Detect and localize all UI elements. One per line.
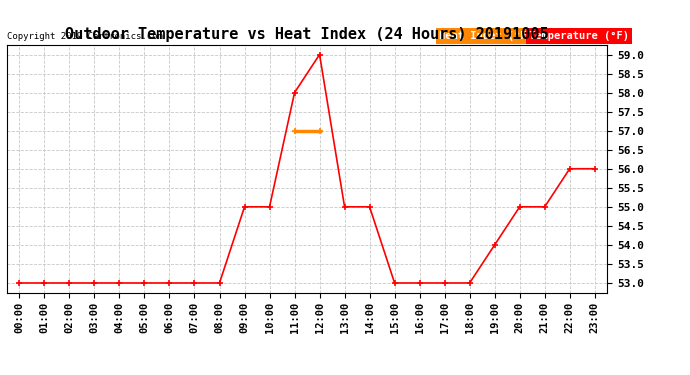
Text: Copyright 2019 Cartronics.com: Copyright 2019 Cartronics.com — [7, 32, 163, 41]
Text: Heat Index (°F): Heat Index (°F) — [439, 31, 533, 41]
Title: Outdoor Temperature vs Heat Index (24 Hours) 20191005: Outdoor Temperature vs Heat Index (24 Ho… — [66, 27, 549, 42]
Text: Temperature (°F): Temperature (°F) — [529, 31, 629, 41]
